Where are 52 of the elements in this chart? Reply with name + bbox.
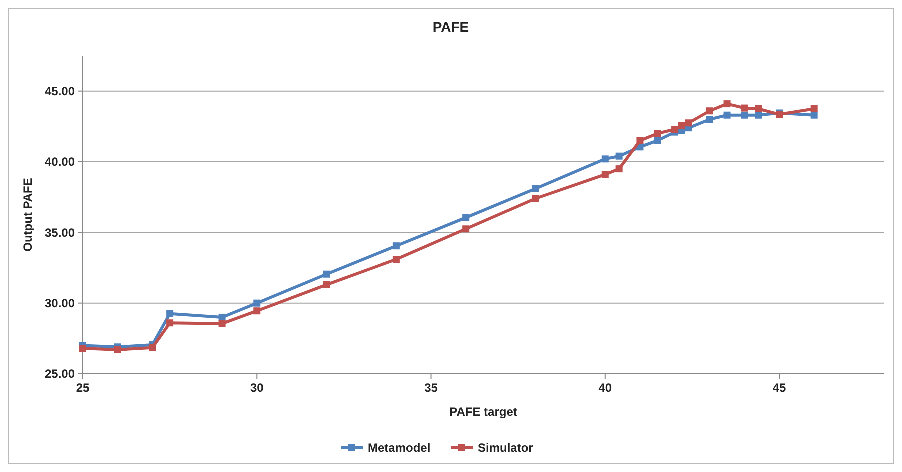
point [166, 320, 174, 327]
point [254, 308, 261, 315]
chart-title: PAFE [432, 19, 470, 35]
point [218, 320, 226, 328]
point [392, 242, 400, 250]
y-tick-label: 45.00 [44, 84, 76, 99]
point [602, 171, 609, 178]
point [532, 195, 540, 202]
point [741, 104, 748, 112]
point [741, 112, 748, 119]
point [149, 344, 156, 352]
point [254, 300, 261, 307]
point [616, 152, 623, 160]
point [532, 185, 540, 192]
y-axis-title: Output PAFE [21, 178, 35, 252]
point [392, 256, 400, 264]
x-tick-label: 35 [424, 381, 438, 395]
point [685, 120, 692, 127]
point [678, 122, 686, 130]
point [80, 345, 86, 352]
x-tick-label: 30 [250, 381, 264, 395]
point [462, 226, 470, 233]
point [323, 270, 330, 278]
point [724, 100, 731, 108]
point [755, 106, 762, 112]
point [810, 112, 818, 119]
point [706, 116, 714, 124]
y-tick-label: 40.00 [44, 155, 76, 170]
point [616, 166, 623, 173]
point [654, 137, 662, 144]
x-axis-title: PAFE target [450, 405, 518, 419]
x-tick-label: 40 [598, 381, 612, 395]
point [755, 112, 762, 119]
y-tick-label: 30.00 [44, 296, 76, 311]
point [602, 156, 609, 163]
point [636, 137, 644, 144]
point [724, 112, 731, 119]
y-tick-label: 25.00 [44, 367, 76, 382]
x-tick-label: 25 [76, 381, 90, 395]
point [462, 214, 470, 222]
point [672, 126, 679, 133]
point [654, 130, 662, 138]
point [218, 314, 226, 321]
x-tick-label: 45 [772, 381, 787, 395]
legend-label: Simulator [478, 441, 534, 456]
point [114, 346, 122, 354]
point [706, 108, 714, 115]
point [166, 310, 174, 318]
y-tick-label: 35.00 [44, 226, 76, 240]
point [810, 106, 818, 112]
point [323, 281, 330, 288]
legend-label: Metamodel [368, 441, 431, 456]
